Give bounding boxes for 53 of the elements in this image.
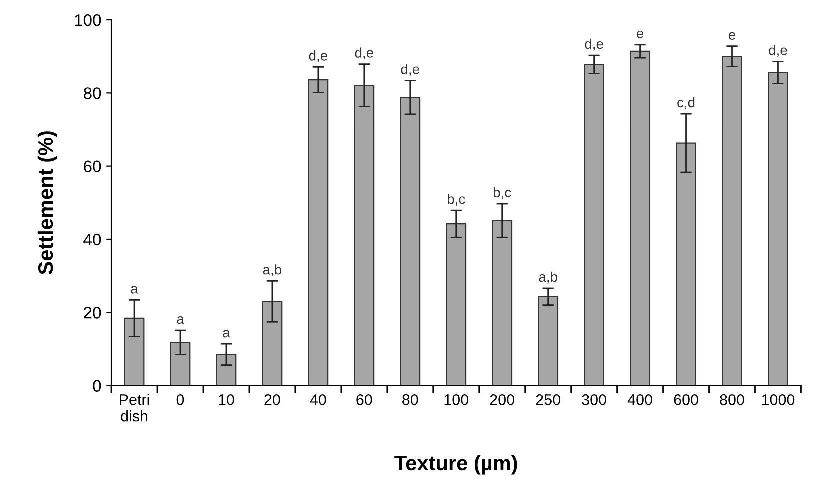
- y-tick-label: 100: [75, 14, 102, 26]
- bar: [492, 220, 513, 386]
- bar: [262, 301, 283, 386]
- data-label: e: [728, 32, 736, 40]
- data-label: a: [177, 316, 184, 324]
- y-tick-label: 0: [93, 380, 102, 392]
- x-tick-label: Petri dish: [120, 394, 150, 422]
- data-label: d,e: [309, 50, 328, 62]
- y-tick-label: 40: [84, 234, 102, 246]
- x-tick-label: 0: [176, 394, 184, 406]
- bar: [538, 296, 559, 386]
- x-tick-label: 400: [628, 394, 652, 406]
- bar: [676, 142, 696, 386]
- x-tick-label: 60: [356, 394, 372, 406]
- bar: [446, 224, 467, 386]
- data-label: c,d: [678, 97, 695, 110]
- x-tick-label: 800: [720, 394, 744, 406]
- x-tick-label: 20: [264, 394, 280, 406]
- bar: [308, 79, 329, 386]
- x-tick-label: 100: [444, 394, 469, 406]
- x-tick-label: 40: [310, 394, 326, 406]
- data-label: d,e: [769, 45, 788, 57]
- data-label: d,e: [401, 64, 420, 76]
- data-label: d,e: [585, 38, 604, 51]
- x-tick-label: 80: [402, 394, 418, 406]
- bar: [722, 56, 742, 386]
- data-label: b,c: [494, 187, 512, 200]
- data-label: a: [223, 330, 230, 338]
- data-label: a: [131, 286, 138, 294]
- data-label: a,b: [263, 264, 282, 276]
- data-label: a,b: [539, 272, 558, 284]
- data-label: e: [637, 30, 644, 39]
- bar: [768, 72, 788, 386]
- data-label: d,e: [355, 48, 374, 60]
- y-tick-label: 80: [84, 88, 102, 100]
- bar: [170, 342, 191, 386]
- x-tick-label: 250: [536, 394, 560, 406]
- y-axis-title: Settlement (%): [38, 132, 58, 275]
- y-tick-label: 20: [84, 307, 102, 319]
- x-tick-label: 600: [674, 394, 698, 406]
- x-axis-title: Texture (µm): [394, 455, 518, 475]
- x-tick-label: 1000: [762, 394, 795, 406]
- y-tick-label: 60: [84, 160, 102, 173]
- bar: [124, 318, 145, 386]
- x-tick-label: 200: [490, 394, 514, 406]
- data-label: b,c: [448, 194, 466, 206]
- x-tick-label: 300: [582, 394, 606, 406]
- bar: [216, 354, 237, 386]
- bar: [354, 84, 375, 386]
- bar: [400, 97, 421, 386]
- bar: [630, 50, 650, 386]
- bar: [584, 64, 605, 386]
- x-tick-label: 10: [219, 394, 234, 406]
